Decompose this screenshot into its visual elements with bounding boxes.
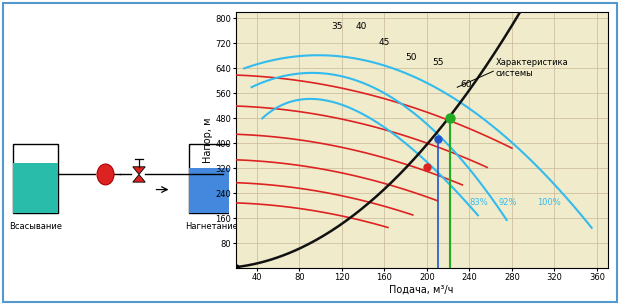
Circle shape <box>97 164 114 185</box>
Text: Характеристика
системы: Характеристика системы <box>496 58 569 78</box>
Text: 83%: 83% <box>469 199 489 207</box>
Bar <box>189 168 234 213</box>
Bar <box>13 163 58 213</box>
Text: 100%: 100% <box>538 199 561 207</box>
Bar <box>13 144 58 213</box>
Text: 50: 50 <box>405 53 417 62</box>
Text: 92%: 92% <box>498 199 517 207</box>
Polygon shape <box>133 167 145 174</box>
Text: 60: 60 <box>461 80 472 89</box>
Text: Всасывание: Всасывание <box>9 223 62 231</box>
Text: 55: 55 <box>432 58 443 67</box>
Text: 45: 45 <box>379 38 390 47</box>
Text: 40: 40 <box>355 22 366 31</box>
Text: Нагнетание: Нагнетание <box>185 223 238 231</box>
Polygon shape <box>133 174 145 182</box>
X-axis label: Подача, м³/ч: Подача, м³/ч <box>389 284 454 294</box>
Bar <box>189 144 234 213</box>
Y-axis label: Напор, м: Напор, м <box>203 117 213 163</box>
Text: 35: 35 <box>331 22 342 31</box>
